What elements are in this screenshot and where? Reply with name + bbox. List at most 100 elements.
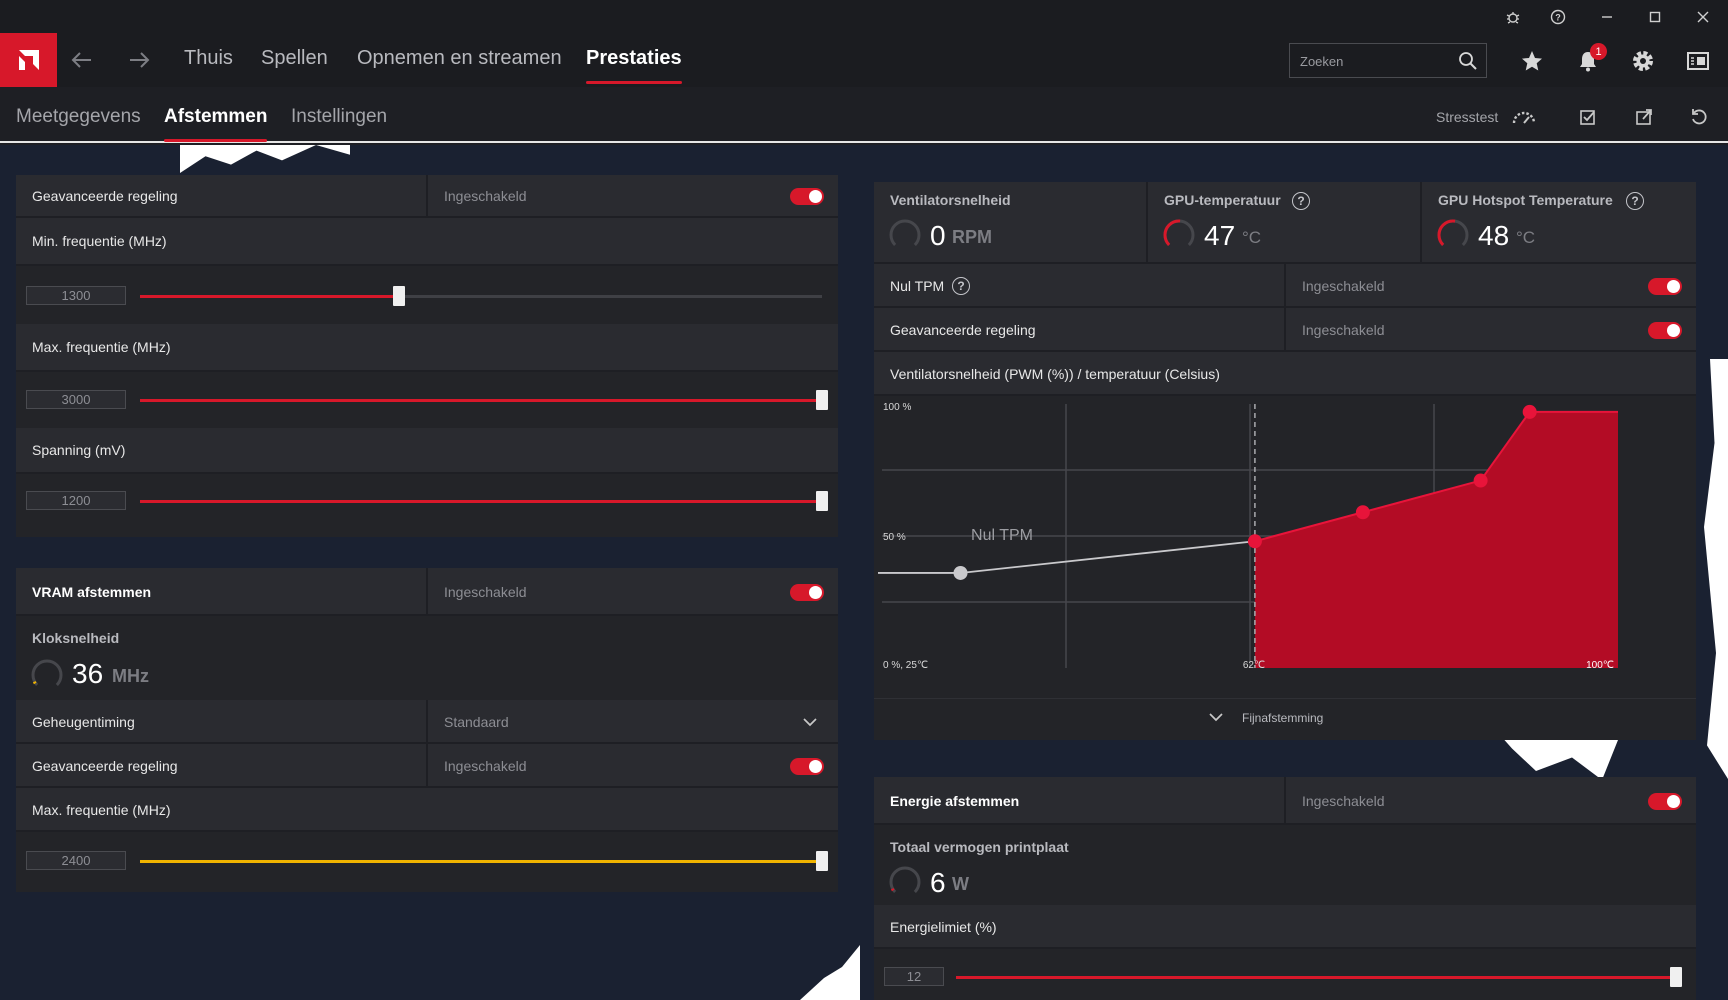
max-freq-slider-thumb[interactable] <box>816 390 828 410</box>
vram-clock-row: Kloksnelheid 36 MHz <box>16 616 838 700</box>
vram-max-freq-slider-thumb[interactable] <box>816 851 828 871</box>
reset-icon[interactable] <box>1685 103 1713 131</box>
y-tick-label: 0 %, 25℃ <box>883 660 928 671</box>
stresstest-label[interactable]: Stresstest <box>1436 109 1499 125</box>
fan-speed-gauge-icon <box>889 219 921 251</box>
min-freq-slider-thumb[interactable] <box>393 286 406 306</box>
x-tick-label: 100℃ <box>1586 660 1614 671</box>
board-power-unit: W <box>952 874 969 894</box>
vram-clock-gauge-icon <box>31 659 63 691</box>
power-toggle[interactable] <box>1648 793 1682 810</box>
power-title: Energie afstemmen <box>890 793 1020 809</box>
voltage-slider-fill <box>140 500 822 503</box>
hotspot-temp-help-icon[interactable]: ? <box>1626 192 1644 210</box>
max-freq-row: Max. frequentie (MHz) <box>16 324 838 372</box>
memory-timing-select[interactable]: Standaard <box>444 714 509 730</box>
vram-max-freq-slider[interactable] <box>140 851 828 871</box>
min-freq-label: Min. frequentie (MHz) <box>32 233 167 249</box>
fan-advanced-control-row: Geavanceerde regeling Ingeschakeld <box>874 308 1696 352</box>
vram-advanced-control-toggle[interactable] <box>790 758 824 775</box>
column-divider <box>426 700 428 742</box>
maximize-icon[interactable] <box>1642 6 1668 28</box>
max-freq-input[interactable]: 3000 <box>26 390 126 409</box>
fan-curve-point-2[interactable] <box>1355 505 1370 520</box>
voltage-input[interactable]: 1200 <box>26 491 126 510</box>
settings-gear-icon[interactable] <box>1627 45 1659 77</box>
min-freq-input[interactable]: 1300 <box>26 286 126 305</box>
subtab-afstemmen[interactable]: Afstemmen <box>164 106 268 142</box>
amd-logo-icon[interactable] <box>0 33 57 87</box>
max-freq-slider-row: 3000 <box>16 372 838 428</box>
power-limit-row: Energielimiet (%) <box>874 905 1696 949</box>
board-power-row: Totaal vermogen printplaat 6 W <box>874 825 1696 905</box>
fan-advanced-control-toggle[interactable] <box>1648 322 1682 339</box>
vram-header-row: VRAM afstemmen Ingeschakeld <box>16 568 838 616</box>
decorative-edge <box>1704 359 1728 779</box>
min-freq-slider[interactable] <box>140 286 822 306</box>
power-status: Ingeschakeld <box>1302 793 1385 809</box>
zero-rpm-help-icon[interactable]: ? <box>952 277 970 295</box>
nav-tab-prestaties[interactable]: Prestaties <box>586 47 682 84</box>
title-bar: ? <box>0 0 1728 33</box>
hotspot-temp-gauge-icon <box>1437 219 1469 251</box>
column-divider <box>1284 777 1286 823</box>
fine-tune-row[interactable]: Fijnafstemming <box>874 698 1696 738</box>
board-power-gauge-icon <box>889 866 921 898</box>
gpu-advanced-control-toggle[interactable] <box>790 188 824 205</box>
nav-tab-opnemen-en-streamen[interactable]: Opnemen en streamen <box>357 47 562 69</box>
help-icon[interactable]: ? <box>1545 6 1571 28</box>
subtab-meetgegevens[interactable]: Meetgegevens <box>16 106 141 127</box>
fan-curve-chart[interactable]: 100 % 50 % 0 %, 25℃ 62℃ 100℃ Nul TPM <box>878 396 1696 698</box>
vram-toggle[interactable] <box>790 584 824 601</box>
minimize-icon[interactable] <box>1594 6 1620 28</box>
fan-curve-point-3[interactable] <box>1473 473 1488 488</box>
fan-curve-point-4[interactable] <box>1522 404 1537 419</box>
chevron-down-icon[interactable] <box>802 716 818 728</box>
apply-profile-icon[interactable] <box>1574 103 1602 131</box>
bug-icon[interactable] <box>1500 6 1526 28</box>
column-divider <box>426 744 428 786</box>
stresstest-gauge-icon[interactable] <box>1510 103 1538 131</box>
vram-max-freq-input[interactable]: 2400 <box>26 851 126 870</box>
vram-max-freq-slider-row: 2400 <box>16 832 838 890</box>
vram-title: VRAM afstemmen <box>32 584 152 600</box>
gpu-advanced-control-row: Geavanceerde regeling Ingeschakeld <box>16 175 838 218</box>
export-icon[interactable] <box>1630 103 1658 131</box>
favorites-star-icon[interactable] <box>1516 45 1548 77</box>
fan-curve-point-1[interactable] <box>1247 534 1262 549</box>
sidebar-panel-icon[interactable] <box>1682 45 1714 77</box>
close-icon[interactable] <box>1690 6 1716 28</box>
board-power-value: 6 <box>930 867 946 898</box>
search-box[interactable] <box>1289 43 1487 78</box>
fan-curve-title: Ventilatorsnelheid (PWM (%)) / temperatu… <box>890 366 1220 382</box>
board-power-label: Totaal vermogen printplaat <box>890 839 1069 855</box>
fan-speed-value: 0 <box>930 220 946 251</box>
notification-bell-icon[interactable]: 1 <box>1572 43 1607 77</box>
search-input[interactable] <box>1300 50 1450 72</box>
zero-rpm-toggle[interactable] <box>1648 278 1682 295</box>
power-limit-slider-fill <box>956 976 1676 979</box>
voltage-slider[interactable] <box>140 491 828 511</box>
gpu-temp-help-icon[interactable]: ? <box>1292 192 1310 210</box>
voltage-slider-thumb[interactable] <box>816 491 828 511</box>
power-tuning-panel: Energie afstemmen Ingeschakeld Totaal ve… <box>874 777 1696 1000</box>
zero-rpm-row: Nul TPM ? Ingeschakeld <box>874 264 1696 308</box>
max-freq-slider[interactable] <box>140 390 828 410</box>
memory-timing-row[interactable]: Geheugentiming Standaard <box>16 700 838 744</box>
power-limit-slider-thumb[interactable] <box>1670 967 1682 987</box>
fan-advanced-control-label: Geavanceerde regeling <box>890 322 1036 338</box>
search-icon[interactable] <box>1458 51 1478 71</box>
nav-tab-thuis[interactable]: Thuis <box>184 47 233 69</box>
chevron-down-icon[interactable] <box>1208 711 1224 723</box>
gpu-temp-value: 47 <box>1204 220 1236 251</box>
subtab-instellingen[interactable]: Instellingen <box>291 106 388 127</box>
power-limit-slider[interactable] <box>956 967 1682 987</box>
forward-arrow-icon[interactable] <box>123 45 155 75</box>
hotspot-temp-value: 48 <box>1478 220 1510 251</box>
vram-advanced-control-label: Geavanceerde regeling <box>32 758 178 774</box>
back-arrow-icon[interactable] <box>66 45 98 75</box>
power-limit-input[interactable]: 12 <box>884 967 944 986</box>
nav-tab-spellen[interactable]: Spellen <box>261 47 328 69</box>
fine-tune-label[interactable]: Fijnafstemming <box>1242 711 1324 725</box>
